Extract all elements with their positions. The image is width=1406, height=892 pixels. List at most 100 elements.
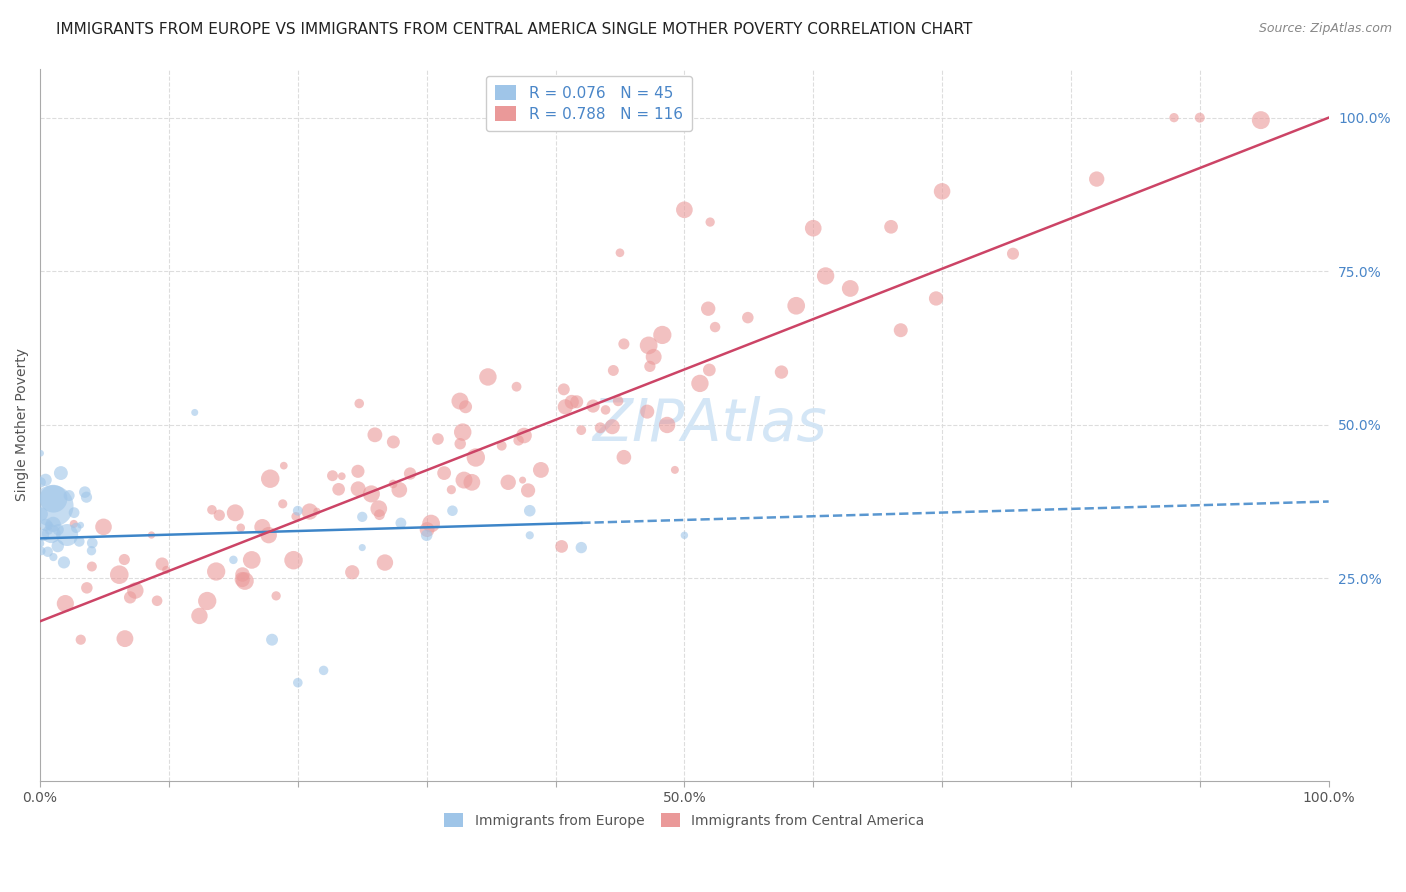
- Point: [382, 434, 405, 449]
- Point: [30, 544, 52, 558]
- Point: [491, 439, 513, 453]
- Point: [146, 594, 169, 608]
- Point: [222, 553, 245, 567]
- Point: [35, 517, 58, 532]
- Point: [1001, 246, 1024, 260]
- Point: [321, 468, 343, 483]
- Point: [63, 506, 86, 520]
- Point: [595, 403, 617, 417]
- Point: [1085, 172, 1108, 186]
- Point: [496, 475, 519, 490]
- Point: [1188, 111, 1211, 125]
- Point: [42, 517, 65, 532]
- Point: [389, 516, 412, 530]
- Point: [80, 543, 103, 558]
- Point: [399, 467, 422, 481]
- Point: [224, 506, 246, 520]
- Point: [643, 350, 665, 364]
- Point: [553, 382, 575, 396]
- Point: [252, 520, 274, 534]
- Point: [201, 503, 224, 517]
- Point: [554, 400, 576, 414]
- Point: [195, 594, 218, 608]
- Point: [76, 490, 98, 504]
- Text: IMMIGRANTS FROM EUROPE VS IMMIGRANTS FROM CENTRAL AMERICA SINGLE MOTHER POVERTY : IMMIGRANTS FROM EUROPE VS IMMIGRANTS FRO…: [56, 22, 973, 37]
- Point: [141, 528, 163, 542]
- Point: [184, 405, 207, 419]
- Point: [433, 466, 456, 480]
- Point: [30, 536, 52, 550]
- Point: [655, 417, 678, 432]
- Point: [519, 528, 541, 542]
- Point: [382, 477, 405, 491]
- Point: [38, 518, 60, 533]
- Legend: Immigrants from Europe, Immigrants from Central America: Immigrants from Europe, Immigrants from …: [437, 806, 932, 835]
- Point: [69, 518, 91, 533]
- Point: [67, 534, 90, 549]
- Point: [801, 221, 824, 235]
- Point: [464, 450, 486, 465]
- Point: [42, 550, 65, 565]
- Point: [839, 281, 862, 295]
- Point: [42, 491, 65, 506]
- Point: [785, 299, 807, 313]
- Point: [512, 473, 534, 487]
- Point: [368, 508, 391, 522]
- Point: [569, 541, 592, 555]
- Point: [287, 504, 309, 518]
- Point: [63, 516, 86, 531]
- Point: [582, 399, 605, 413]
- Point: [416, 523, 439, 537]
- Point: [271, 497, 294, 511]
- Point: [613, 450, 636, 465]
- Point: [513, 428, 536, 442]
- Point: [699, 363, 721, 377]
- Point: [58, 489, 80, 503]
- Point: [114, 632, 136, 646]
- Point: [208, 508, 231, 523]
- Point: [108, 567, 131, 582]
- Point: [150, 557, 173, 571]
- Point: [328, 483, 350, 497]
- Point: [30, 446, 52, 460]
- Point: [651, 327, 673, 342]
- Point: [82, 536, 104, 550]
- Point: [461, 475, 484, 490]
- Point: [565, 394, 588, 409]
- Point: [637, 338, 659, 352]
- Point: [477, 370, 499, 384]
- Point: [56, 528, 79, 542]
- Point: [931, 185, 953, 199]
- Point: [233, 574, 256, 588]
- Point: [925, 292, 948, 306]
- Point: [814, 268, 837, 283]
- Point: [38, 524, 60, 538]
- Text: ZIPAtlas: ZIPAtlas: [593, 396, 828, 453]
- Point: [264, 589, 287, 603]
- Point: [76, 581, 98, 595]
- Point: [453, 473, 475, 487]
- Point: [415, 528, 437, 542]
- Point: [440, 483, 463, 497]
- Point: [259, 472, 281, 486]
- Point: [205, 565, 228, 579]
- Point: [69, 632, 91, 647]
- Point: [441, 504, 464, 518]
- Point: [360, 487, 382, 501]
- Point: [673, 202, 696, 217]
- Point: [602, 363, 624, 377]
- Point: [347, 396, 370, 410]
- Point: [352, 541, 374, 555]
- Point: [374, 556, 396, 570]
- Point: [550, 540, 572, 554]
- Point: [120, 591, 142, 605]
- Point: [704, 320, 727, 334]
- Point: [636, 404, 658, 418]
- Point: [257, 528, 280, 542]
- Point: [638, 359, 661, 374]
- Point: [449, 436, 471, 450]
- Point: [229, 521, 252, 535]
- Point: [664, 463, 686, 477]
- Point: [52, 555, 75, 569]
- Point: [46, 523, 69, 537]
